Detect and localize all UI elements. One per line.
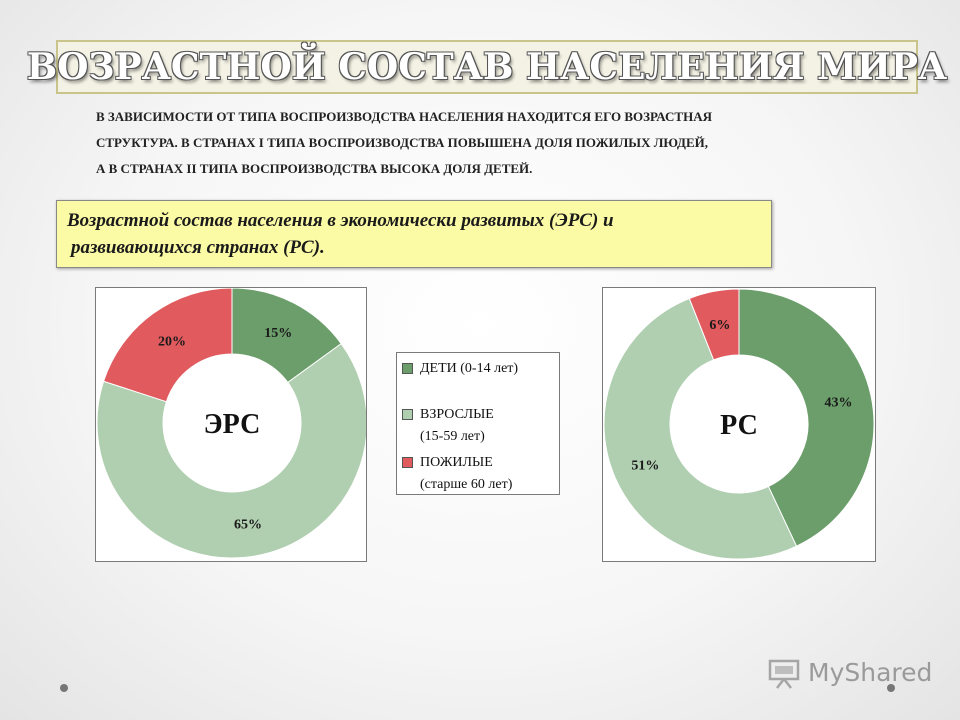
- donut-chart-rs-svg: 43% 51% 6% РС: [603, 288, 875, 560]
- legend-swatch-adults: [402, 409, 413, 420]
- data-label-children: 15%: [264, 326, 292, 341]
- chart-caption-box: Возрастной состав населения в экономичес…: [56, 200, 772, 268]
- presentation-icon: [768, 659, 800, 689]
- slide-title: ВОЗРАСТНОЙ СОСТАВ НАСЕЛЕНИЯ МИРА: [26, 46, 948, 88]
- slide-title-box: ВОЗРАСТНОЙ СОСТАВ НАСЕЛЕНИЯ МИРА: [27, 40, 947, 94]
- caption-line: Возрастной состав населения в экономичес…: [67, 210, 614, 231]
- data-label-elderly: 6%: [709, 318, 730, 333]
- watermark-logo: MyShared: [768, 656, 938, 696]
- data-label-adults: 51%: [631, 459, 659, 474]
- legend-label-elderly-range: (старше 60 лет): [420, 477, 513, 492]
- donut-slice-adults: [96, 342, 366, 559]
- legend-label-children: ДЕТИ (0-14 лет): [420, 361, 519, 376]
- data-label-children: 43%: [825, 396, 853, 411]
- donut-center-title: РС: [720, 410, 758, 441]
- legend-swatch-elderly: [402, 457, 413, 468]
- intro-line: В зависимости от типа воспроизводства на…: [96, 109, 712, 124]
- intro-line: а в странах II типа воспроизводства высо…: [96, 161, 533, 176]
- intro-line: структура. В странах I типа воспроизводс…: [96, 135, 709, 150]
- donut-chart-ers: 15% 65% 20% ЭРС: [95, 287, 367, 562]
- data-label-elderly: 20%: [158, 334, 186, 349]
- watermark-text: MyShared: [808, 658, 933, 687]
- donut-chart-ers-svg: 15% 65% 20% ЭРС: [96, 288, 366, 559]
- donut-slice-elderly: [688, 288, 740, 361]
- legend-label-adults-range: (15-59 лет): [420, 429, 485, 444]
- donut-slice-adults: [603, 297, 798, 560]
- donut-chart-rs: 43% 51% 6% РС: [602, 287, 876, 562]
- legend-label-elderly: ПОЖИЛЫЕ: [420, 455, 493, 470]
- data-label-adults: 65%: [234, 518, 262, 533]
- chart-legend: ДЕТИ (0-14 лет) ВЗРОСЛЫЕ (15-59 лет) ПОЖ…: [396, 352, 560, 495]
- legend-swatch-children: [402, 363, 413, 374]
- intro-text: В зависимости от типа воспроизводства на…: [96, 104, 876, 182]
- donut-slice-elderly: [102, 288, 233, 403]
- caption-line: развивающихся странах (РС).: [71, 237, 325, 258]
- nav-dot-right: [887, 684, 895, 692]
- donut-center-title: ЭРС: [204, 409, 261, 440]
- donut-slice-children: [738, 288, 875, 547]
- legend-label-adults: ВЗРОСЛЫЕ: [420, 407, 494, 422]
- nav-dot-left: [60, 684, 68, 692]
